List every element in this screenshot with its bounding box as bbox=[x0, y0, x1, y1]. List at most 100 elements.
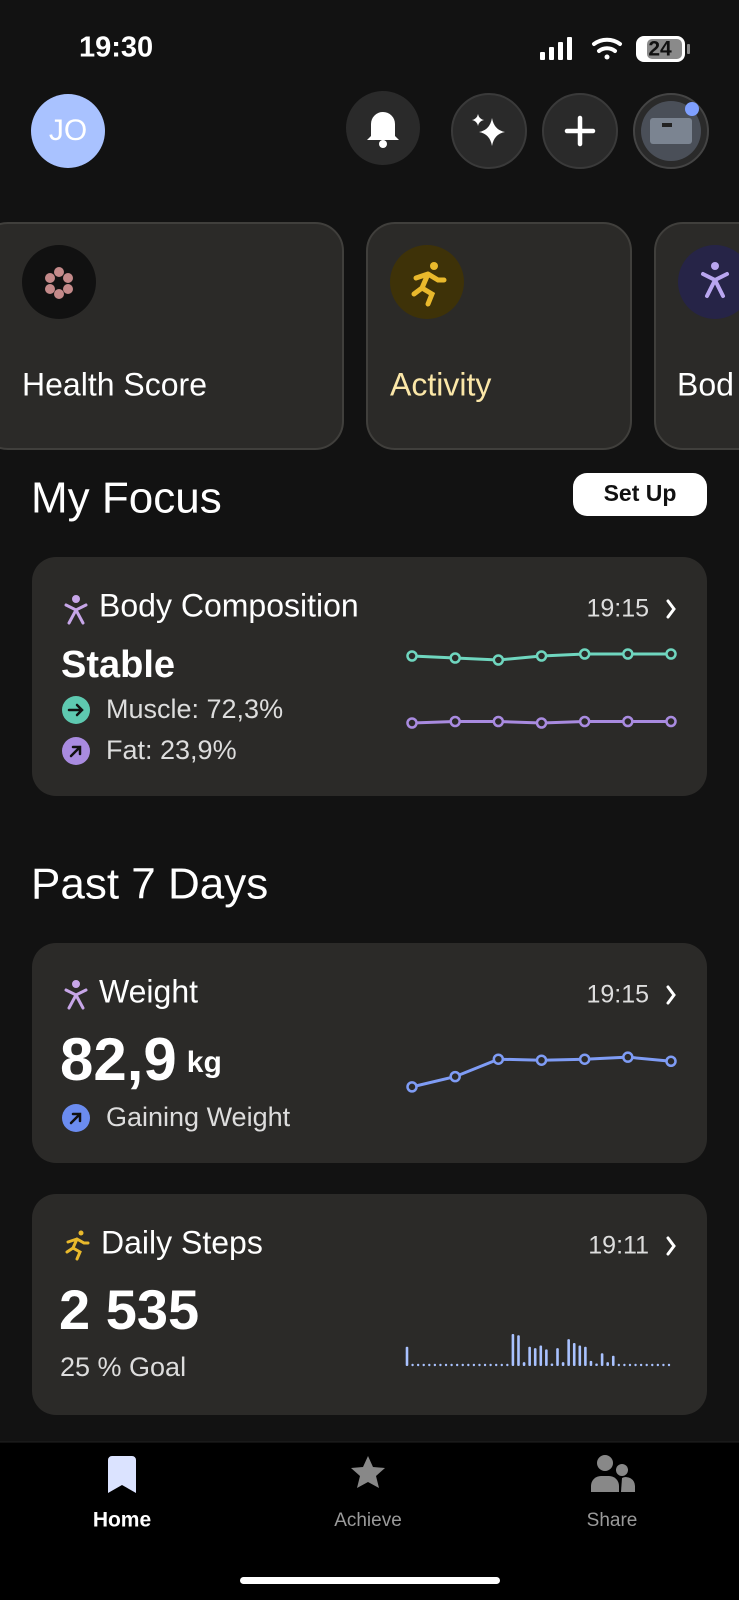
step-dot bbox=[439, 1363, 442, 1367]
trend-point bbox=[578, 1053, 591, 1065]
step-dot bbox=[483, 1363, 487, 1367]
step-dot bbox=[422, 1363, 425, 1367]
avatar[interactable] bbox=[31, 94, 105, 168]
step-bar bbox=[611, 1355, 615, 1366]
fat-label: Fat: 23,9% bbox=[106, 735, 237, 765]
tile-label: Health Score bbox=[22, 366, 207, 402]
trend-point bbox=[406, 650, 418, 662]
tile-label: Bod bbox=[677, 366, 734, 402]
step-bar bbox=[584, 1346, 587, 1366]
step-bar bbox=[539, 1345, 543, 1366]
tile-label: Activity bbox=[390, 366, 491, 402]
step-dot bbox=[461, 1363, 464, 1367]
chevron[interactable] bbox=[666, 599, 676, 619]
card-time: 19:11 bbox=[588, 1232, 649, 1260]
step-bar bbox=[561, 1362, 565, 1366]
section-title: Past 7 Days bbox=[31, 860, 268, 909]
chevron[interactable] bbox=[666, 985, 676, 1005]
share-tab[interactable]: Share bbox=[587, 1455, 638, 1531]
tile-health-score[interactable]: Health Score bbox=[0, 222, 344, 450]
wifi-icon bbox=[592, 37, 622, 60]
value: 82,9 bbox=[60, 1026, 177, 1093]
trend-point bbox=[535, 650, 548, 662]
ai-button[interactable] bbox=[451, 93, 527, 169]
step-dot bbox=[645, 1363, 648, 1367]
step-dot bbox=[506, 1363, 509, 1367]
step-dot bbox=[500, 1363, 503, 1367]
step-bar bbox=[528, 1346, 531, 1366]
status-time: 19:30 bbox=[79, 32, 153, 64]
step-bar bbox=[589, 1360, 593, 1366]
section-title: My Focus bbox=[31, 474, 222, 523]
body-icon bbox=[64, 980, 88, 1010]
achieve-tab[interactable]: Achieve bbox=[334, 1456, 402, 1531]
home-indicator bbox=[240, 1577, 500, 1584]
trend-point bbox=[492, 1053, 505, 1065]
step-bar bbox=[533, 1348, 537, 1366]
tab-label: Share bbox=[587, 1510, 638, 1531]
trend-point bbox=[665, 648, 677, 660]
trend-point bbox=[535, 1054, 548, 1066]
step-dot bbox=[489, 1363, 492, 1367]
home-tab[interactable]: Home bbox=[93, 1456, 151, 1532]
device-button[interactable] bbox=[633, 93, 709, 169]
step-dot bbox=[416, 1363, 420, 1367]
body-composition-card[interactable] bbox=[32, 557, 707, 796]
step-dot bbox=[634, 1363, 637, 1367]
step-dot bbox=[450, 1363, 453, 1367]
battery-level: 24 bbox=[648, 38, 672, 61]
trend-point bbox=[449, 652, 461, 664]
trend-point bbox=[449, 1070, 461, 1083]
step-bar bbox=[595, 1363, 598, 1366]
trend-point bbox=[406, 1081, 418, 1093]
add-button[interactable] bbox=[542, 93, 618, 169]
avatar-initials: JO bbox=[49, 114, 87, 147]
step-dot bbox=[444, 1363, 448, 1367]
step-dot bbox=[472, 1363, 476, 1367]
steps-card[interactable] bbox=[32, 1194, 707, 1415]
step-bar bbox=[556, 1348, 559, 1366]
step-dot bbox=[628, 1363, 632, 1367]
step-dot bbox=[667, 1363, 671, 1367]
tab-label: Home bbox=[93, 1509, 151, 1532]
card-title: Daily Steps bbox=[101, 1224, 263, 1260]
trend-point bbox=[492, 715, 505, 728]
tab-label: Achieve bbox=[334, 1510, 402, 1531]
arrow bbox=[69, 745, 82, 758]
trend-label: Gaining Weight bbox=[106, 1102, 291, 1132]
step-bar bbox=[550, 1363, 554, 1366]
body-icon bbox=[64, 595, 88, 625]
weight-card[interactable] bbox=[32, 943, 707, 1163]
step-bar bbox=[606, 1362, 609, 1366]
tile-activity[interactable]: Activity bbox=[366, 222, 632, 450]
trend-point bbox=[578, 715, 591, 728]
trend-point bbox=[622, 1051, 634, 1063]
card-time: 19:15 bbox=[586, 595, 649, 623]
steps-value: 2 535 bbox=[59, 1278, 199, 1341]
steps-goal: 25 % Goal bbox=[60, 1352, 186, 1382]
step-bar bbox=[572, 1342, 576, 1366]
setup-label: Set Up bbox=[604, 480, 677, 506]
setup-button[interactable] bbox=[573, 473, 707, 516]
tile-body[interactable]: Bod bbox=[654, 222, 739, 450]
step-dot bbox=[639, 1363, 643, 1367]
step-bar bbox=[567, 1339, 570, 1366]
signal-icon bbox=[540, 37, 572, 60]
step-dot bbox=[617, 1363, 621, 1367]
trend-point bbox=[449, 715, 461, 728]
step-dot bbox=[494, 1363, 498, 1367]
unit: kg bbox=[187, 1046, 222, 1079]
step-dot bbox=[478, 1363, 481, 1367]
chevron[interactable] bbox=[666, 1236, 676, 1256]
step-dot bbox=[467, 1363, 470, 1367]
notifications-button[interactable] bbox=[346, 91, 420, 165]
trend-point bbox=[622, 648, 634, 660]
step-bar bbox=[517, 1335, 520, 1366]
arrow bbox=[67, 703, 84, 717]
step-bar bbox=[511, 1334, 515, 1366]
step-bar bbox=[578, 1345, 582, 1366]
trend-point bbox=[665, 1055, 677, 1067]
card-title: Body Composition bbox=[99, 587, 359, 623]
battery-tip bbox=[687, 44, 690, 54]
